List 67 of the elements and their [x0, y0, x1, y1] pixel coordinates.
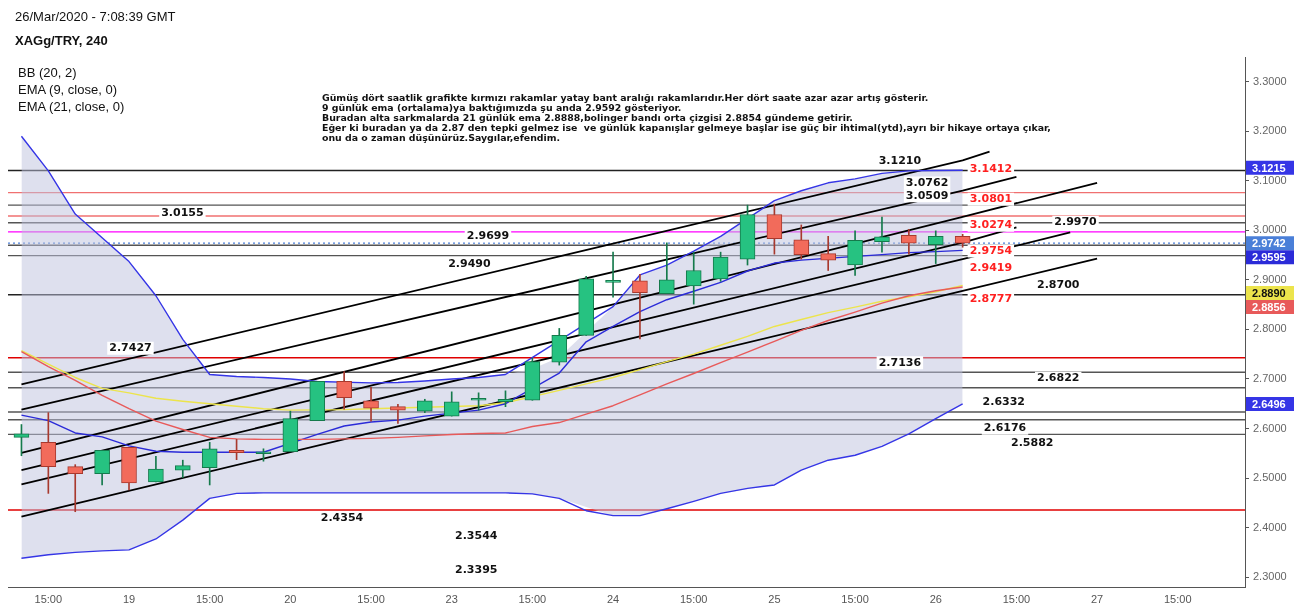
- data-label: 2.8777: [969, 292, 1013, 306]
- text: 2.6496: [1252, 397, 1286, 410]
- text: 2.9595: [1252, 251, 1286, 264]
- chart-title: XAGg/TRY, 240: [15, 33, 108, 48]
- annotation: BB (20, 2): [18, 65, 77, 80]
- candlestick: [632, 274, 648, 340]
- ref-line-label: 3.0155: [161, 206, 204, 220]
- x-tick-label: 15:00: [518, 592, 547, 605]
- ref-line-label: 2.7427: [109, 341, 152, 355]
- y-tick-label: 2.7000: [1253, 371, 1287, 384]
- ref-line-label: 2.6176: [983, 421, 1027, 435]
- text: 2.8890: [1252, 286, 1286, 299]
- x-tick-label: 24: [606, 592, 620, 605]
- x-tick-label: 19: [122, 592, 136, 605]
- text: 3.1215: [1252, 161, 1286, 174]
- x-tick-label: 15:00: [357, 592, 385, 605]
- ref-line-label: 3.1210: [878, 153, 922, 167]
- x-tick-label: 26: [929, 592, 942, 605]
- y-tick-label: 3.1000: [1253, 173, 1287, 186]
- y-tick-label: 2.4000: [1253, 520, 1287, 533]
- x-tick-label: 20: [284, 592, 297, 605]
- ref-line-label: 2.6332: [982, 395, 1026, 409]
- text: 2.8856: [1252, 300, 1286, 313]
- annotation: 2.3395: [455, 563, 498, 576]
- y-tick-label: 2.5000: [1253, 471, 1287, 484]
- y-tick-label: 3.3000: [1253, 74, 1287, 87]
- y-tick-label: 2.9000: [1253, 272, 1287, 285]
- ref-line-label: 2.4354: [320, 511, 364, 525]
- y-tick-label: 2.6000: [1253, 421, 1287, 434]
- x-tick-label: 15:00: [1002, 592, 1031, 605]
- ref-line-label: 2.9970: [1054, 215, 1098, 229]
- data-label: 2.9419: [969, 260, 1013, 274]
- data-label: 3.0801: [969, 192, 1013, 206]
- ref-line-label: 3.0762: [905, 175, 949, 189]
- data-label: 2.9754: [969, 243, 1013, 257]
- candlestick: [605, 251, 621, 298]
- x-tick-label: 25: [768, 592, 781, 605]
- x-tick-label: 27: [1090, 592, 1104, 605]
- annotation: EMA (9, close, 0): [18, 82, 117, 97]
- data-label: 3.0274: [969, 218, 1013, 232]
- x-tick-label: 15:00: [195, 592, 224, 605]
- annotation: EMA (21, close, 0): [18, 99, 125, 114]
- data-label: 3.1412: [969, 161, 1013, 175]
- ref-line-label: 2.6822: [1036, 371, 1080, 385]
- ref-line-label: 2.9490: [448, 256, 491, 270]
- candlestick: [390, 403, 406, 424]
- y-tick-label: 2.8000: [1253, 322, 1287, 335]
- ref-line-label: 2.7136: [878, 355, 922, 369]
- text: 26/Mar/2020 - 7:08:39 GMT: [15, 9, 176, 24]
- ref-line-label: 3.0509: [905, 188, 949, 202]
- x-tick-label: 15:00: [34, 592, 63, 605]
- y-tick-label: 3.2000: [1253, 124, 1287, 137]
- y-tick-label: 2.3000: [1253, 570, 1287, 583]
- ref-line-label: 2.9699: [466, 228, 510, 242]
- y-tick-label: 3.0000: [1253, 223, 1287, 236]
- candlestick: [874, 216, 890, 253]
- annotation: 2.3544: [455, 529, 498, 542]
- x-tick-label: 23: [445, 592, 458, 605]
- x-tick-label: 15:00: [841, 592, 869, 605]
- text: Gümüş dört saatlik grafikte kırmızı rakamlar yatay bant aralığı rakamlarıdır.Her dört saate azar azar artış gösterir. 9 günlük ema (ortalama)ya baktığımızda şu anda 2.9592 gösteriyor. Buradan alta sarkmalarda 21 günlük ema 2.8888,bolinger bandı orta çizgisi 2.8854 gündeme getirir. Eğer ki buradan ya da 2.87 den tepki gelmez ise ve günlük kapanışlar gelmeye başlar ise güç bir ihtimal(ytd),ayrı bir hikaye ortaya çıkar, onu da o zaman düşünürüz.Saygılar,efendim.: [322, 92, 1051, 143]
- ref-line-label: 2.8700: [1036, 278, 1080, 292]
- ref-line-label: 2.5882: [1011, 435, 1054, 449]
- x-tick-label: 15:00: [1164, 592, 1192, 605]
- x-tick-label: 15:00: [679, 592, 708, 605]
- candlestick: [67, 464, 84, 513]
- candlestick: [820, 235, 837, 271]
- ref-line-label: 2.9742: [1252, 237, 1286, 250]
